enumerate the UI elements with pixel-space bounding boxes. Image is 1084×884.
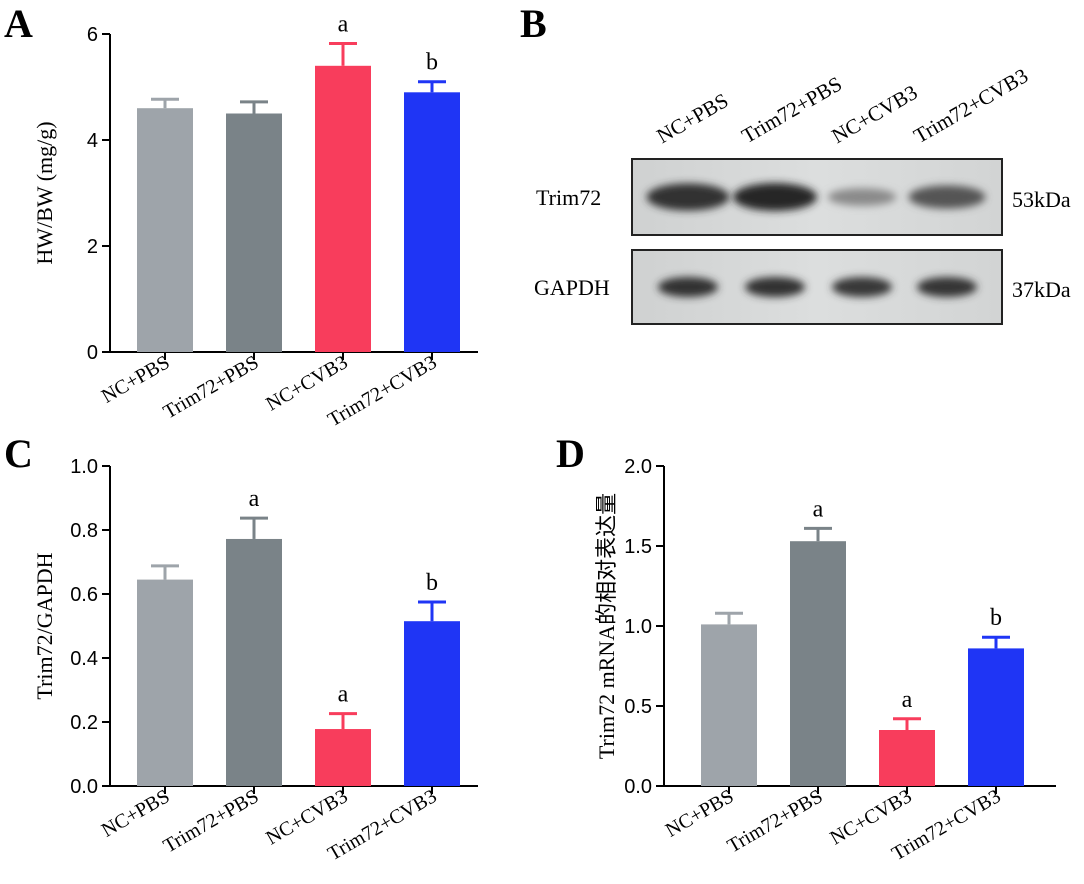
significance-label: b [990,605,1002,631]
blot-band [745,277,805,297]
y-tick-label: 1.0 [70,456,98,478]
bar [701,624,757,786]
y-tick-label: 2 [87,236,98,258]
panel-letter-a: A [4,1,33,46]
panel-letter-c: C [4,431,33,476]
bar [968,648,1024,786]
bar [315,65,371,353]
significance-label: b [426,50,438,76]
y-tick-label: 0.2 [70,712,98,734]
blot-band [908,185,986,209]
y-tick-label: 4 [87,130,98,152]
significance-label: a [902,687,913,713]
bar [226,113,282,352]
blot-band [827,188,897,206]
y-tick-label: 2.0 [624,456,652,478]
blot-size-label-gapdh: 37kDa [1012,277,1071,302]
blot-protein-label-trim72: Trim72 [536,185,602,210]
bar [315,729,371,786]
bar [226,538,282,786]
panel-letter-b: B [520,1,547,46]
y-axis-label: Trim72 mRNA的相对表达量 [594,493,619,759]
y-axis-label: HW/BW (mg/g) [32,121,57,264]
y-tick-label: 1.5 [624,536,652,558]
y-tick-label: 0.5 [624,696,652,718]
y-tick-label: 0 [87,342,98,364]
significance-label: b [426,570,438,596]
y-tick-label: 0.4 [70,648,98,670]
blot-band [658,277,718,297]
blot-protein-label-gapdh: GAPDH [534,275,610,300]
y-tick-label: 0.0 [70,776,98,798]
blot-size-label-trim72: 53kDa [1012,187,1071,212]
y-tick-label: 0.6 [70,584,98,606]
significance-label: a [249,486,260,512]
blot-band [917,277,977,297]
y-tick-label: 0.8 [70,520,98,542]
blot-band [832,277,892,297]
y-tick-label: 1.0 [624,616,652,638]
blot-band [733,183,817,211]
blot-band [646,183,730,211]
bar [879,730,935,786]
significance-label: a [338,682,349,708]
bar [137,108,193,352]
bar [404,621,460,786]
bar [404,92,460,353]
y-axis-label: Trim72/GAPDH [32,552,57,699]
y-tick-label: 6 [87,24,98,46]
panel-letter-d: D [556,431,585,476]
y-tick-label: 0.0 [624,776,652,798]
bar [137,579,193,786]
significance-label: a [338,12,349,38]
bar [790,541,846,786]
significance-label: a [813,496,824,522]
